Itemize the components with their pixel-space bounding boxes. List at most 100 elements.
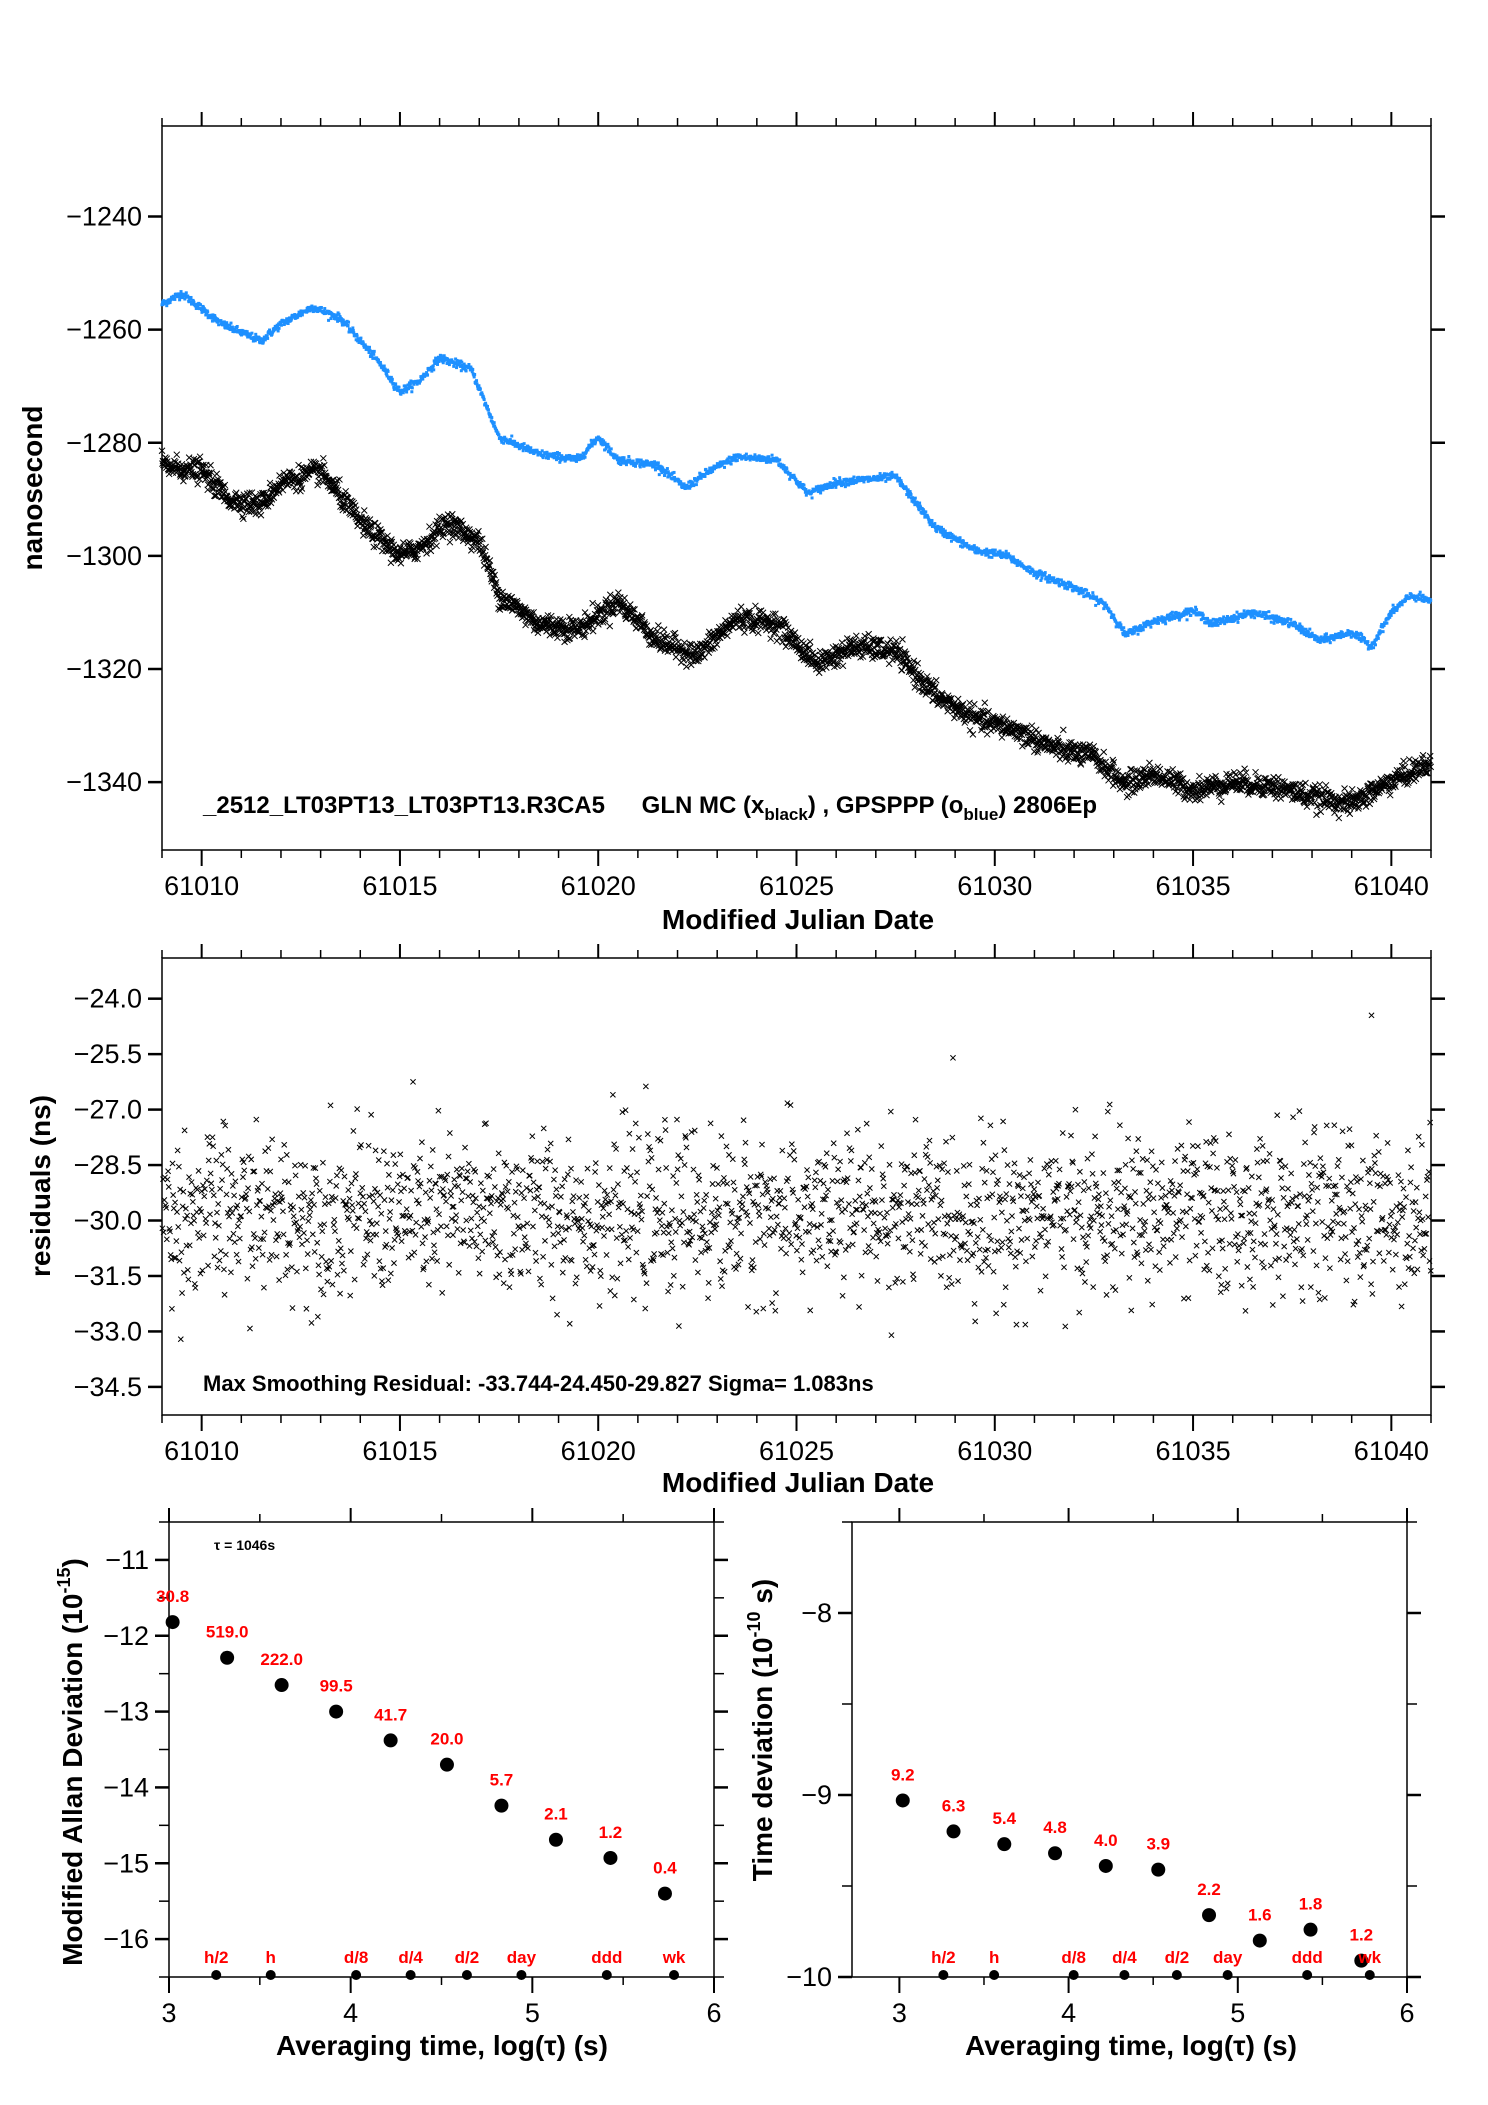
blue-series-point: [824, 483, 828, 487]
blue-series-point: [1112, 613, 1116, 617]
blue-series-point: [331, 314, 335, 318]
black-series-point: [588, 622, 596, 630]
blue-series-point: [877, 478, 881, 482]
blue-series-point: [1389, 613, 1393, 617]
blue-series-point: [1118, 621, 1122, 625]
blue-series-point: [1199, 618, 1203, 622]
blue-series-point: [480, 391, 484, 395]
black-series-point: [1003, 715, 1011, 723]
black-series-point: [189, 470, 197, 478]
black-series-point: [257, 511, 265, 519]
blue-series-point: [879, 474, 883, 478]
black-series-point: [199, 463, 206, 471]
black-series-point: [767, 635, 774, 643]
blue-series-point: [928, 523, 932, 527]
blue-series-point: [187, 300, 191, 304]
blue-series-point: [1038, 572, 1042, 576]
blue-series-point: [1328, 641, 1332, 645]
blue-series-point: [407, 387, 411, 391]
black-series-point: [366, 516, 374, 523]
black-series-point: [280, 469, 288, 477]
blue-series-point: [1102, 607, 1106, 611]
blue-series-point: [224, 326, 228, 330]
black-series-point: [740, 621, 747, 629]
black-series-point: [207, 461, 214, 469]
blue-series-point: [471, 368, 475, 372]
blue-series-point: [992, 550, 996, 554]
blue-series-point: [1162, 617, 1166, 621]
blue-series-point: [852, 475, 856, 479]
blue-series-point: [1324, 632, 1328, 636]
black-series-point: [782, 621, 790, 629]
blue-series-point: [1271, 614, 1275, 618]
black-series-point: [806, 638, 814, 646]
blue-series-point: [679, 482, 683, 486]
blue-series-point: [347, 320, 351, 324]
blue-series-point: [1325, 639, 1329, 643]
black-series-point: [672, 634, 679, 641]
blue-series-point: [493, 424, 497, 428]
black-series-point: [931, 684, 939, 692]
black-series-point: [686, 640, 694, 648]
black-series-point: [779, 623, 787, 631]
black-series-point: [234, 501, 242, 509]
black-series-point: [457, 517, 465, 525]
blue-series-point: [652, 465, 656, 469]
blue-series-point: [1048, 574, 1052, 578]
blue-series-point: [949, 539, 953, 543]
blue-series-point: [590, 444, 594, 448]
blue-series-point: [607, 445, 611, 449]
blue-series-point: [478, 387, 482, 391]
black-series-point: [859, 653, 867, 660]
blue-series-point: [795, 479, 799, 483]
blue-series-point: [1298, 622, 1302, 626]
blue-series-point: [1143, 623, 1147, 627]
black-series-point: [621, 594, 628, 602]
blue-series-point: [172, 296, 176, 300]
blue-series-point: [606, 442, 610, 446]
blue-series-point: [1373, 641, 1377, 645]
blue-series-point: [460, 364, 464, 368]
blue-series-point: [1052, 576, 1056, 580]
data-layer: [158, 290, 1435, 822]
blue-series-point: [940, 531, 944, 535]
blue-series-point: [1034, 570, 1038, 574]
blue-series-point: [1058, 584, 1062, 588]
blue-series-point: [285, 320, 289, 324]
black-series-point: [508, 593, 516, 601]
blue-series-point: [1174, 615, 1178, 619]
blue-series-point: [976, 551, 980, 555]
blue-series-point: [594, 440, 598, 444]
blue-series-point: [965, 541, 969, 545]
blue-series-point: [582, 453, 586, 457]
black-series-point: [930, 690, 938, 698]
blue-series-point: [1119, 623, 1123, 627]
blue-series-point: [1085, 588, 1089, 592]
blue-series-point: [1304, 634, 1308, 638]
blue-series-point: [370, 354, 374, 358]
blue-series-point: [1400, 601, 1404, 605]
blue-series-point: [539, 451, 543, 455]
blue-series-point: [1148, 620, 1152, 624]
blue-series-point: [1267, 610, 1271, 614]
blue-series-point: [179, 290, 183, 294]
black-series-point: [966, 699, 973, 707]
black-series-point: [599, 618, 607, 626]
blue-series-point: [778, 458, 782, 462]
black-series-point: [574, 628, 582, 636]
black-series-point: [681, 639, 688, 647]
blue-series-point: [788, 477, 792, 481]
black-series-point: [746, 610, 754, 617]
black-series-point: [802, 641, 810, 649]
black-series-point: [446, 538, 454, 546]
blue-series-point: [180, 296, 184, 300]
black-series-point: [980, 711, 987, 718]
blue-series-point: [831, 485, 835, 489]
blue-series-point: [798, 480, 802, 484]
black-series-point: [455, 534, 462, 542]
black-series-point: [600, 606, 608, 614]
black-series-point: [892, 637, 900, 645]
y-tick-label: −1340: [66, 767, 142, 797]
blue-series-point: [1122, 626, 1126, 630]
blue-series-point: [568, 454, 572, 458]
